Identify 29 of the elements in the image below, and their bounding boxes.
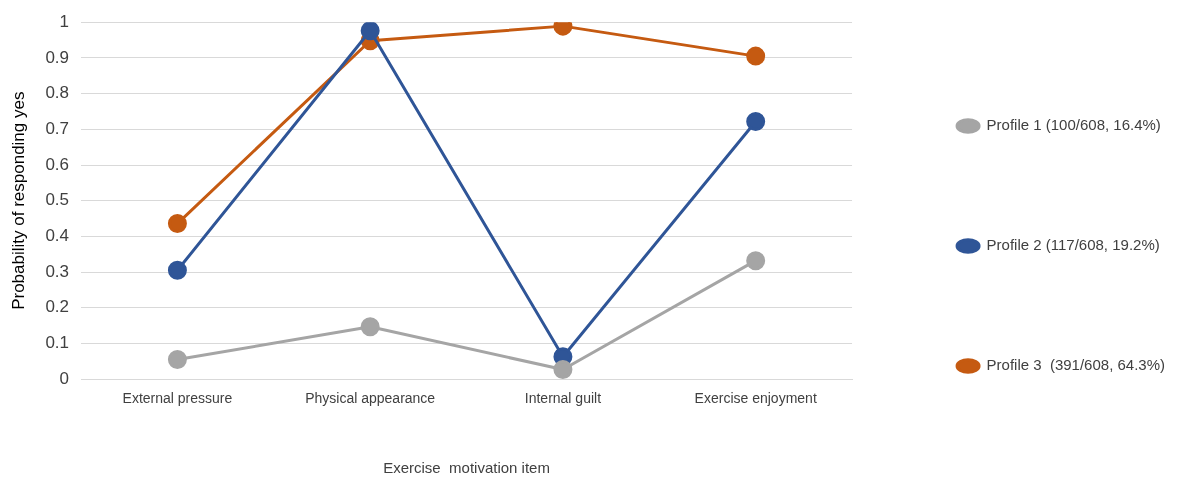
x-tick-label: Exercise enjoyment <box>694 390 817 407</box>
y-tick-label: 1 <box>59 11 70 31</box>
point <box>167 214 187 234</box>
point <box>553 360 573 380</box>
y-tick-label: 0.3 <box>45 261 70 281</box>
legend-label: Profile 3 (391/608, 64.3%) <box>986 356 1166 374</box>
y-axis-title: Probability of responding yes <box>8 91 28 310</box>
point <box>360 317 380 337</box>
x-tick-label: Internal guilt <box>524 390 602 407</box>
y-tick-label: 0.5 <box>45 190 70 210</box>
y-tick-label: 0 <box>59 368 70 388</box>
y-tick-label: 0.1 <box>45 333 70 353</box>
point <box>167 350 187 370</box>
x-tick-label: External pressure <box>122 390 233 407</box>
y-tick-label: 0.8 <box>45 83 70 103</box>
x-axis-title: Exercise motivation item <box>383 459 550 477</box>
y-tick-label: 0.4 <box>45 226 70 246</box>
legend-label: Profile 1 (100/608, 16.4%) <box>986 116 1161 134</box>
point <box>746 111 766 131</box>
point <box>360 22 380 41</box>
y-tick-label: 0.9 <box>45 47 70 67</box>
legend-label: Profile 2 (117/608, 19.2%) <box>986 236 1160 254</box>
point <box>167 260 187 280</box>
point <box>746 46 766 66</box>
y-tick-label: 0.7 <box>45 118 70 138</box>
point <box>746 251 766 271</box>
y-tick-label: 0.2 <box>45 297 70 317</box>
x-tick-label: Physical appearance <box>305 390 436 407</box>
y-tick-label: 0.6 <box>45 154 70 174</box>
